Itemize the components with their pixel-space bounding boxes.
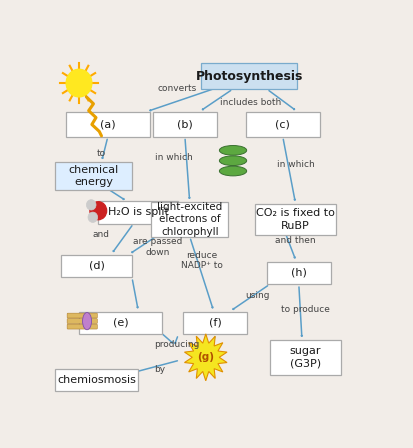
Text: (e): (e) <box>113 318 128 328</box>
Text: by: by <box>153 365 164 374</box>
Text: to produce: to produce <box>280 305 329 314</box>
Ellipse shape <box>219 156 246 165</box>
FancyBboxPatch shape <box>200 63 297 89</box>
Text: chemical
energy: chemical energy <box>68 165 118 187</box>
Text: (d): (d) <box>88 261 104 271</box>
Circle shape <box>86 200 96 210</box>
Ellipse shape <box>219 146 246 155</box>
FancyBboxPatch shape <box>67 313 97 318</box>
Text: and: and <box>93 230 110 239</box>
FancyBboxPatch shape <box>255 204 335 235</box>
FancyBboxPatch shape <box>61 255 132 277</box>
Circle shape <box>90 202 107 220</box>
Text: are passed
down: are passed down <box>133 237 182 257</box>
Text: in which: in which <box>276 159 314 168</box>
Text: (c): (c) <box>275 120 290 129</box>
Text: in which: in which <box>154 153 192 162</box>
Text: converts: converts <box>157 84 196 93</box>
Text: using: using <box>244 291 269 300</box>
Polygon shape <box>184 334 226 381</box>
FancyBboxPatch shape <box>98 201 178 224</box>
Text: CO₂ is fixed to
RuBP: CO₂ is fixed to RuBP <box>256 208 334 231</box>
Text: includes both: includes both <box>220 98 280 107</box>
Text: sugar
(G3P): sugar (G3P) <box>289 346 320 369</box>
FancyBboxPatch shape <box>67 319 97 323</box>
Text: light-excited
electrons of
chlorophyll: light-excited electrons of chlorophyll <box>157 202 222 237</box>
FancyBboxPatch shape <box>151 202 228 237</box>
FancyBboxPatch shape <box>266 262 330 284</box>
FancyBboxPatch shape <box>183 312 247 334</box>
Text: producing: producing <box>154 340 199 349</box>
FancyBboxPatch shape <box>79 312 162 334</box>
FancyBboxPatch shape <box>152 112 216 137</box>
FancyBboxPatch shape <box>245 112 319 137</box>
Text: chemiosmosis: chemiosmosis <box>57 375 136 385</box>
Text: (b): (b) <box>177 120 192 129</box>
Text: (a): (a) <box>100 120 115 129</box>
Circle shape <box>66 69 92 97</box>
FancyBboxPatch shape <box>269 340 340 375</box>
FancyBboxPatch shape <box>55 163 132 190</box>
Text: and then: and then <box>274 236 315 245</box>
FancyBboxPatch shape <box>66 112 149 137</box>
Text: Photosynthesis: Photosynthesis <box>195 70 302 83</box>
Circle shape <box>88 212 97 223</box>
Text: (f): (f) <box>209 318 221 328</box>
Text: to: to <box>97 149 106 158</box>
Text: (h): (h) <box>290 268 306 278</box>
Text: (g): (g) <box>197 352 214 362</box>
Text: H₂O is split: H₂O is split <box>108 207 169 217</box>
FancyBboxPatch shape <box>55 369 138 391</box>
Ellipse shape <box>82 313 91 330</box>
Text: reduce
NADP⁺ to: reduce NADP⁺ to <box>180 251 222 271</box>
Ellipse shape <box>219 166 246 176</box>
FancyBboxPatch shape <box>67 324 97 329</box>
